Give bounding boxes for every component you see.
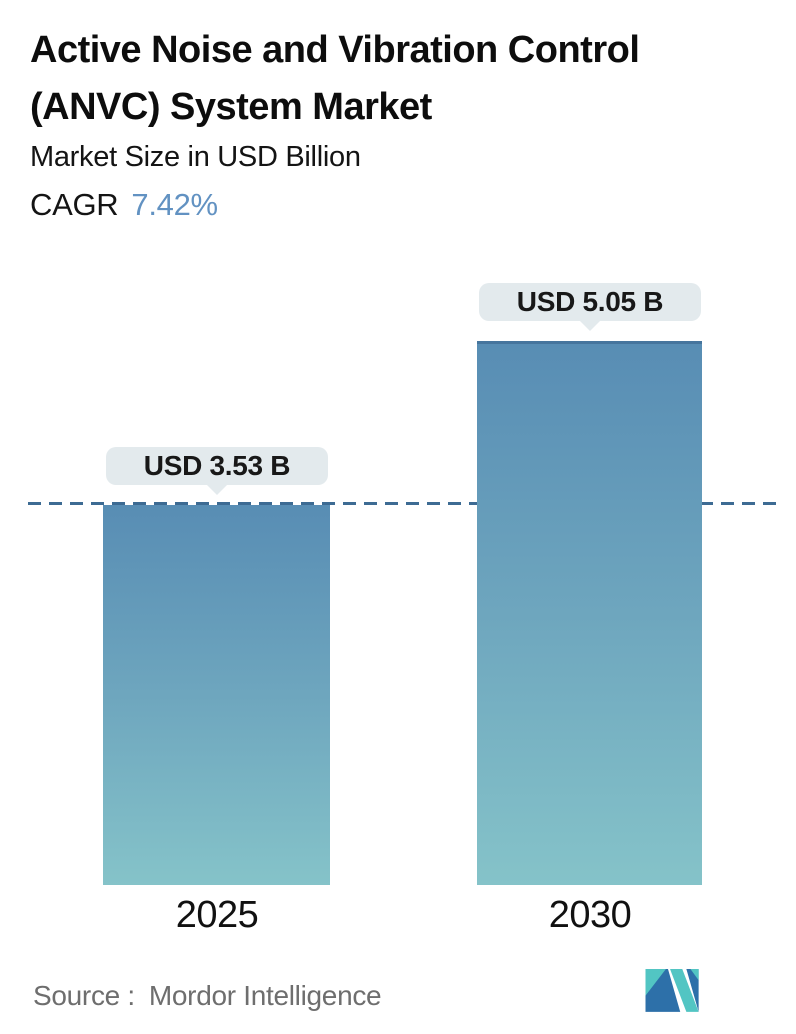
reference-dashed-line: [28, 501, 780, 505]
value-label-2025: USD 3.53 B: [106, 446, 328, 495]
chart-subtitle: Market Size in USD Billion: [30, 141, 361, 173]
value-label-2030: USD 5.05 B: [479, 283, 701, 331]
pill-arrow-icon: [206, 483, 228, 495]
source-value: Mordor Intelligence: [148, 980, 382, 1011]
source-attribution: Source : Mordor Intelligence: [33, 980, 382, 1012]
value-label-pill: USD 5.05 B: [479, 283, 701, 321]
mordor-intelligence-logo-icon: [645, 969, 699, 1012]
cagr-label: CAGR: [30, 187, 119, 222]
bar-2030: [477, 341, 702, 885]
value-label-pill: USD 3.53 B: [106, 446, 328, 485]
bar-2025: [103, 504, 330, 885]
cagr-row: CAGR 7.42%: [30, 187, 218, 223]
x-axis-label-2025: 2025: [175, 894, 259, 936]
x-axis-label-2030: 2030: [548, 894, 632, 936]
page-title: Active Noise and Vibration Control (ANVC…: [30, 29, 640, 128]
source-label: Source :: [33, 980, 135, 1011]
cagr-value: 7.42%: [131, 187, 218, 222]
pill-arrow-icon: [579, 320, 601, 331]
